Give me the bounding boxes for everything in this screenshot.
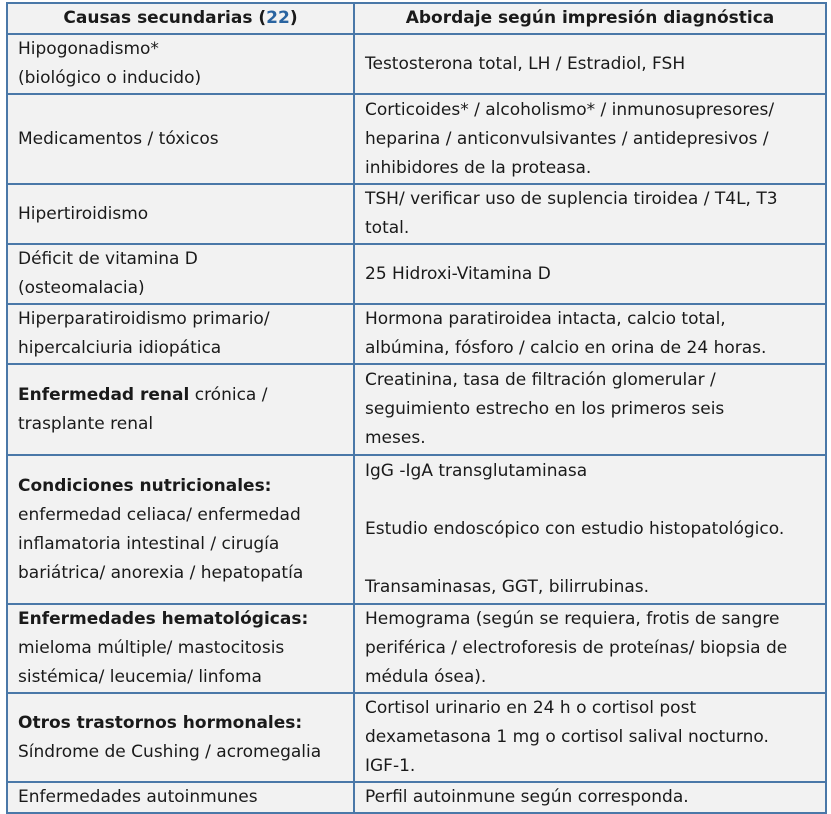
approach-line: 25 Hidroxi-Vitamina D bbox=[365, 263, 551, 284]
cause-heading: Otros trastornos hormonales: bbox=[18, 712, 303, 733]
approach-line: meses. bbox=[365, 428, 426, 448]
table-row: Hiperparatiroidismo primario/hipercalciu… bbox=[6, 303, 827, 365]
approach-line: Estudio endoscópico con estudio histopat… bbox=[365, 519, 785, 539]
table-row: Condiciones nutricionales: enfermedad cel… bbox=[6, 454, 827, 605]
cause-line: enfermedad celiaca/ enfermedad bbox=[18, 504, 301, 525]
approach-line: Hormona paratiroidea intacta, calcio tot… bbox=[365, 309, 726, 329]
table-row: Hipertiroidismo TSH/ verificar uso de su… bbox=[6, 183, 827, 245]
cause-cell: Otros trastornos hormonales: Síndrome de … bbox=[6, 692, 355, 783]
approach-line: IGF-1. bbox=[365, 756, 416, 776]
reference-link[interactable]: 22 bbox=[266, 8, 290, 28]
table-row: Enfermedad renal crónica / trasplante ren… bbox=[6, 363, 827, 456]
cause-line: sistémica/ leucemia/ linfoma bbox=[18, 667, 262, 687]
approach-line: IgG -IgA transglutaminasa bbox=[365, 461, 588, 481]
header-approach: Abordaje según impresión diagnóstica bbox=[353, 2, 827, 35]
approach-line: albúmina, fósforo / calcio en orina de 2… bbox=[365, 338, 767, 358]
cause-heading: Enfermedades hematológicas: bbox=[18, 609, 309, 629]
header-row: Causas secundarias (22) Abordaje según i… bbox=[6, 2, 827, 35]
approach-cell: TSH/ verificar uso de suplencia tiroidea… bbox=[353, 183, 827, 245]
approach-line: TSH/ verificar uso de suplencia tiroidea… bbox=[365, 189, 778, 209]
approach-line: Creatinina, tasa de filtración glomerula… bbox=[365, 370, 716, 390]
approach-line: Hemograma (según se requiera, frotis de … bbox=[365, 609, 780, 629]
header-causes-text: Causas secundarias ( bbox=[63, 8, 267, 28]
approach-line: seguimiento estrecho en los primeros sei… bbox=[365, 399, 725, 419]
cause-line: hipercalciuria idiopática bbox=[18, 338, 222, 358]
approach-cell: Cortisol urinario en 24 h o cortisol pos… bbox=[353, 692, 827, 783]
cause-cell: Déficit de vitamina D (osteomalacia) bbox=[6, 243, 355, 305]
cause-line: mieloma múltiple/ mastocitosis bbox=[18, 638, 285, 658]
cause-cell: Enfermedades autoinmunes bbox=[6, 781, 355, 814]
cause-cell: Hipertiroidismo bbox=[6, 183, 355, 245]
header-causes-end: ) bbox=[289, 8, 298, 28]
cause-line: (osteomalacia) bbox=[18, 278, 145, 298]
table-row: Enfermedades hematológicas: mieloma múlti… bbox=[6, 603, 827, 694]
table-row: Otros trastornos hormonales: Síndrome de … bbox=[6, 692, 827, 783]
table-row: Enfermedades autoinmunes Perfil autoinmu… bbox=[6, 781, 827, 814]
cause-line: Medicamentos / tóxicos bbox=[18, 128, 219, 149]
cause-line: crónica / bbox=[189, 384, 268, 405]
table-row: Déficit de vitamina D (osteomalacia) 25 H… bbox=[6, 243, 827, 305]
cause-cell: Hipogonadismo* (biológico o inducido) bbox=[6, 33, 355, 95]
cause-heading: Condiciones nutricionales: bbox=[18, 475, 272, 496]
cause-cell: Enfermedad renal crónica / trasplante ren… bbox=[6, 363, 355, 456]
cause-cell: Condiciones nutricionales: enfermedad cel… bbox=[6, 454, 355, 605]
cause-line: (biológico o inducido) bbox=[18, 68, 202, 88]
cause-line: Síndrome de Cushing / acromegalia bbox=[18, 741, 322, 762]
table-row: Hipogonadismo* (biológico o inducido) Tes… bbox=[6, 33, 827, 95]
cause-line: Hiperparatiroidismo primario/ bbox=[18, 309, 270, 329]
approach-cell: Testosterona total, LH / Estradiol, FSH bbox=[353, 33, 827, 95]
cause-line: Enfermedades autoinmunes bbox=[18, 787, 258, 807]
approach-line: Cortisol urinario en 24 h o cortisol pos… bbox=[365, 698, 697, 718]
approach-cell: Creatinina, tasa de filtración glomerula… bbox=[353, 363, 827, 456]
approach-cell: IgG -IgA transglutaminasa Estudio endoscó… bbox=[353, 454, 827, 605]
approach-line: Corticoides* / alcoholismo* / inmunosupr… bbox=[365, 99, 775, 120]
approach-line: Perfil autoinmune según corresponda. bbox=[365, 787, 689, 807]
approach-cell: 25 Hidroxi-Vitamina D bbox=[353, 243, 827, 305]
cause-line: bariátrica/ anorexia / hepatopatía bbox=[18, 562, 304, 583]
approach-cell: Hemograma (según se requiera, frotis de … bbox=[353, 603, 827, 694]
cause-cell: Hiperparatiroidismo primario/hipercalciu… bbox=[6, 303, 355, 365]
approach-line: inhibidores de la proteasa. bbox=[365, 157, 592, 178]
approach-line: total. bbox=[365, 218, 410, 238]
cause-line: inflamatoria intestinal / cirugía bbox=[18, 533, 280, 554]
approach-cell: Corticoides* / alcoholismo* / inmunosupr… bbox=[353, 93, 827, 185]
approach-line: dexametasona 1 mg o cortisol salival noc… bbox=[365, 727, 769, 747]
cause-line: Hipertiroidismo bbox=[18, 203, 149, 224]
approach-line: heparina / anticonvulsivantes / antidepr… bbox=[365, 128, 769, 149]
approach-line: periférica / electroforesis de proteínas… bbox=[365, 638, 788, 658]
table-row: Medicamentos / tóxicos Corticoides* / al… bbox=[6, 93, 827, 185]
approach-line: Testosterona total, LH / Estradiol, FSH bbox=[365, 53, 686, 74]
cause-cell: Medicamentos / tóxicos bbox=[6, 93, 355, 185]
cause-heading: Enfermedad renal bbox=[18, 384, 190, 405]
cause-cell: Enfermedades hematológicas: mieloma múlti… bbox=[6, 603, 355, 694]
cause-line: Déficit de vitamina D bbox=[18, 249, 198, 269]
approach-cell: Hormona paratiroidea intacta, calcio tot… bbox=[353, 303, 827, 365]
approach-line: Transaminasas, GGT, bilirrubinas. bbox=[365, 577, 650, 597]
header-causes: Causas secundarias (22) bbox=[6, 2, 355, 35]
approach-cell: Perfil autoinmune según corresponda. bbox=[353, 781, 827, 814]
approach-line: médula ósea). bbox=[365, 667, 487, 687]
cause-line: trasplante renal bbox=[18, 413, 154, 434]
cause-line: Hipogonadismo* bbox=[18, 39, 159, 59]
secondary-causes-table: Causas secundarias (22) Abordaje según i… bbox=[6, 2, 827, 814]
